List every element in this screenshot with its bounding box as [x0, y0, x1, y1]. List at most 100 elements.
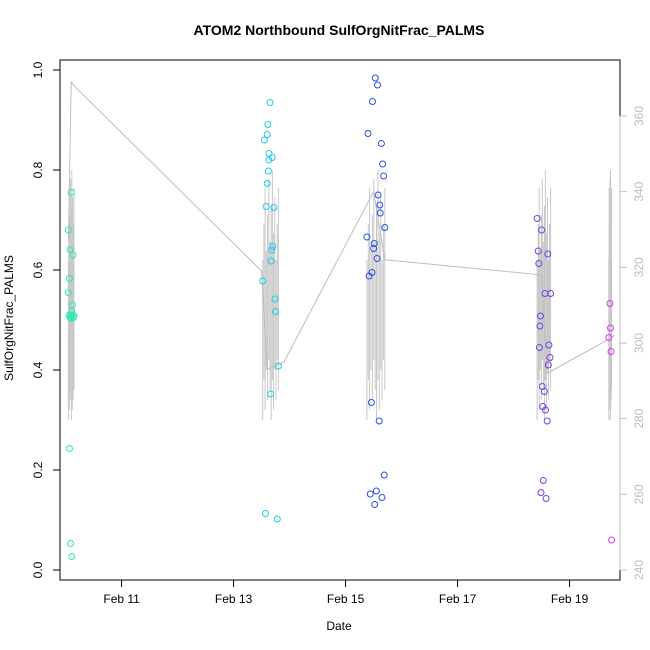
data-point	[269, 243, 277, 250]
y-tick-label: 0.2	[31, 461, 45, 478]
data-point	[273, 515, 281, 523]
data-point	[539, 477, 547, 484]
y2-axis: 240 260 280 300 320 340 360	[619, 106, 646, 580]
data-point	[66, 275, 73, 282]
data-point	[375, 417, 383, 425]
data-point	[372, 487, 380, 495]
data-point	[371, 74, 379, 82]
data-point	[543, 417, 551, 425]
data-point	[70, 312, 78, 320]
y2-tick-label: 320	[632, 257, 646, 277]
data-point	[379, 160, 387, 168]
secondary-line	[67, 80, 615, 375]
data-point	[607, 324, 614, 332]
data-point	[544, 361, 552, 369]
data-point	[274, 362, 282, 370]
y2-tick-label: 340	[632, 181, 646, 201]
data-point	[377, 140, 385, 147]
data-point	[369, 98, 376, 105]
data-point	[263, 180, 271, 187]
data-point	[371, 501, 379, 508]
secondary-trace-4	[608, 170, 613, 420]
data-point	[370, 240, 378, 247]
data-point	[260, 136, 268, 144]
data-point	[368, 269, 376, 276]
data-point	[542, 406, 549, 414]
data-point	[271, 295, 279, 303]
data-point	[370, 245, 378, 252]
y-axis-label: SulfOrgNitFrac_PALMS	[2, 255, 16, 381]
data-point	[364, 130, 372, 137]
y2-tick-label: 260	[632, 484, 646, 504]
data-point	[381, 224, 389, 231]
data-point	[544, 250, 552, 258]
data-point	[542, 495, 550, 502]
data-point	[374, 81, 381, 89]
data-point	[537, 489, 545, 496]
y-tick-label: 0.8	[31, 161, 45, 178]
x-tick-label: Feb 19	[551, 592, 589, 606]
data-point	[263, 131, 271, 138]
data-point	[378, 494, 386, 501]
data-point	[67, 189, 75, 196]
data-point	[547, 290, 555, 297]
data-point	[69, 251, 77, 259]
data-point	[606, 300, 614, 307]
y-tick-label: 0.4	[31, 361, 45, 378]
data-point	[374, 191, 382, 199]
data-point	[535, 344, 543, 351]
chart-title: ATOM2 Northbound SulfOrgNitFrac_PALMS	[194, 22, 485, 38]
data-point	[536, 322, 544, 330]
data-point	[64, 289, 72, 296]
data-point	[373, 255, 381, 262]
y-tick-label: 0.6	[31, 261, 45, 278]
data-point	[535, 260, 543, 267]
data-point	[380, 172, 388, 180]
data-point	[605, 334, 613, 341]
data-point	[272, 308, 280, 315]
secondary-trace-2	[366, 170, 386, 420]
y-axis: 0.0 0.2 0.4 0.6 0.8 1.0	[31, 61, 61, 578]
data-point	[68, 301, 76, 309]
data-point	[67, 540, 75, 547]
data-point	[259, 277, 267, 285]
data-point	[533, 215, 541, 222]
data-point	[268, 246, 276, 254]
data-point	[268, 154, 276, 161]
data-point	[537, 312, 544, 320]
data-point	[262, 510, 269, 517]
y2-tick-label: 300	[632, 333, 646, 353]
data-point	[545, 341, 553, 349]
secondary-trace-1	[262, 170, 279, 420]
data-point	[366, 490, 374, 498]
data-point	[264, 121, 272, 128]
data-point	[68, 553, 76, 560]
plot-frame	[59, 59, 621, 581]
x-tick-label: Feb 15	[327, 592, 365, 606]
data-point	[534, 247, 542, 255]
data-point	[66, 445, 73, 452]
x-tick-label: Feb 11	[103, 592, 140, 606]
data-point	[607, 348, 615, 355]
y2-tick-label: 280	[632, 408, 646, 428]
x-axis-label: Date	[326, 619, 352, 633]
y-tick-label: 0.0	[31, 561, 45, 578]
y2-tick-label: 360	[632, 106, 646, 126]
data-point	[538, 226, 546, 234]
data-point	[270, 204, 278, 211]
secondary-vertical-traces	[67, 170, 613, 420]
data-point	[363, 233, 371, 241]
data-point	[265, 150, 273, 157]
secondary-line-path	[67, 80, 615, 375]
data-point	[376, 209, 384, 217]
data-point	[540, 388, 548, 395]
data-point	[267, 390, 275, 398]
data-point	[546, 354, 554, 361]
data-point	[380, 471, 388, 479]
data-point	[262, 203, 270, 210]
data-point	[264, 167, 272, 175]
data-point	[267, 257, 275, 265]
data-point	[64, 226, 72, 234]
data-point	[376, 201, 384, 209]
